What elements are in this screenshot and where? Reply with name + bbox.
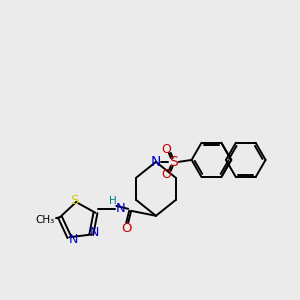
Text: S: S	[70, 194, 78, 207]
Text: N: N	[69, 233, 78, 246]
Text: N: N	[151, 155, 161, 169]
Text: CH₃: CH₃	[35, 215, 55, 225]
Text: O: O	[121, 222, 131, 235]
Text: O: O	[161, 142, 171, 155]
Text: N: N	[116, 202, 125, 215]
Text: H: H	[110, 196, 117, 206]
Text: N: N	[90, 226, 99, 239]
Text: O: O	[161, 168, 171, 181]
Text: S: S	[169, 155, 178, 169]
